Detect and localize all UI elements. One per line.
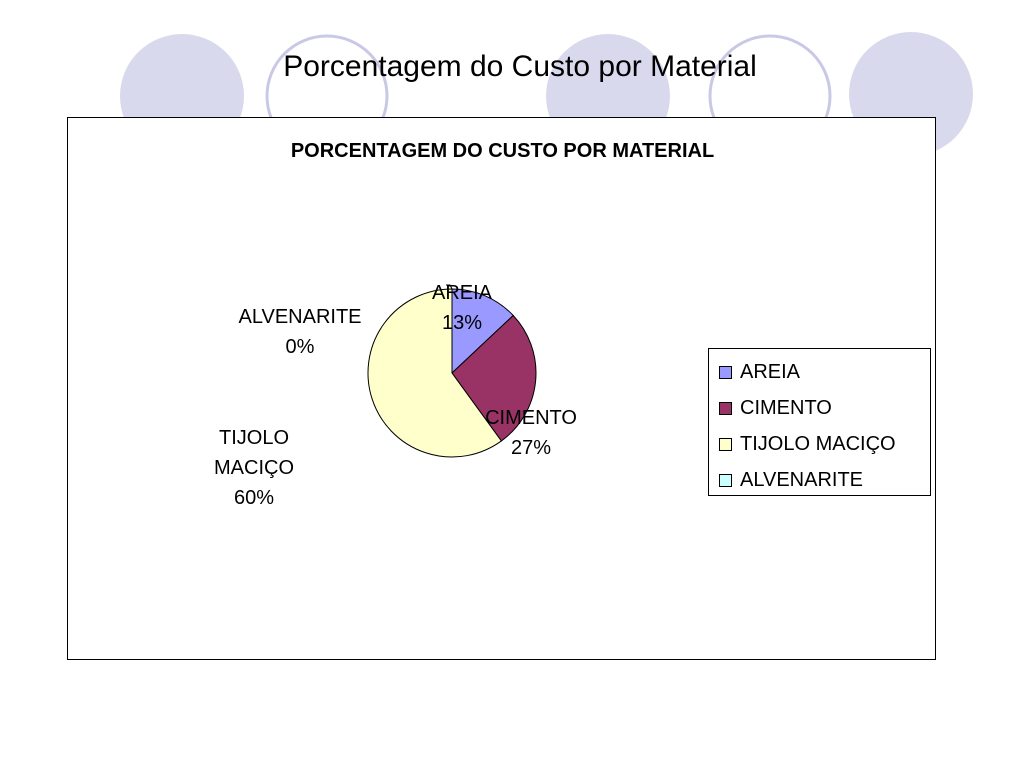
legend-item-areia: AREIA xyxy=(709,354,930,390)
data-label-alvenarite-name-0: ALVENARITE xyxy=(238,306,362,328)
chart-legend: AREIA CIMENTO TIJOLO MACIÇO ALVENARITE xyxy=(708,348,931,496)
legend-item-tijolo-macico: TIJOLO MACIÇO xyxy=(709,426,930,462)
pie-chart xyxy=(367,284,537,458)
slide-title: Porcentagem do Custo por Material xyxy=(283,50,757,83)
data-label-cimento-name-0: CIMENTO xyxy=(485,407,577,429)
data-label-areia: AREIA 13% xyxy=(432,278,492,338)
data-label-cimento-percent: 27% xyxy=(510,437,552,459)
pie-slice-areia xyxy=(451,288,514,375)
data-label-cimento: CIMENTO 27% xyxy=(485,403,577,463)
legend-swatch-cimento xyxy=(719,401,732,415)
data-label-tijolo-macico-name-0: TIJOLO xyxy=(218,427,289,449)
pie-slice-tijolo-macico xyxy=(367,288,503,458)
data-label-tijolo-macico: TIJOLO MACIÇO 60% xyxy=(214,423,294,513)
legend-label-areia: AREIA xyxy=(740,360,801,383)
data-label-tijolo-macico-name-1: MACIÇO xyxy=(214,457,294,479)
legend-label-alvenarite: ALVENARITE xyxy=(740,468,863,491)
legend-swatch-tijolo-macico xyxy=(719,437,732,451)
legend-swatch-areia xyxy=(719,365,732,379)
data-label-alvenarite: ALVENARITE 0% xyxy=(239,302,362,362)
data-label-tijolo-macico-percent: 60% xyxy=(233,487,275,509)
pie-slice-cimento xyxy=(451,314,537,442)
legend-label-cimento: CIMENTO xyxy=(740,396,832,419)
legend-swatch-alvenarite xyxy=(719,473,732,487)
data-label-areia-percent: 13% xyxy=(441,312,483,334)
data-label-areia-name-0: AREIA xyxy=(431,282,493,304)
chart-title: PORCENTAGEM DO CUSTO POR MATERIAL xyxy=(290,140,715,162)
legend-item-alvenarite: ALVENARITE xyxy=(709,462,930,498)
legend-label-tijolo-macico: TIJOLO MACIÇO xyxy=(740,432,896,455)
leader-line-alvenarite xyxy=(446,284,453,290)
legend-item-cimento: CIMENTO xyxy=(709,390,930,426)
chart-frame: PORCENTAGEM DO CUSTO POR MATERIAL AREIA 1… xyxy=(67,117,936,660)
data-label-alvenarite-percent: 0% xyxy=(285,336,315,358)
